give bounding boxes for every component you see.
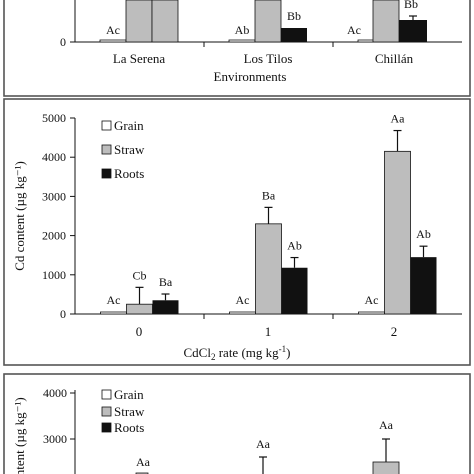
middle-bar-roots-1 (281, 267, 308, 314)
bottom-letter-1: Aa (256, 437, 271, 451)
middle-y-tick-label-4000: 4000 (42, 150, 66, 164)
middle-y-tick-label-0: 0 (60, 307, 66, 321)
middle-letter-straw-0: Cb (132, 268, 146, 282)
legend-label-grain: Grain (114, 118, 144, 133)
legend-label-roots: Roots (114, 166, 144, 181)
top-bar-straw-la-serena (125, 0, 153, 43)
bottom-y-tick-label-4000: 4000 (43, 386, 67, 400)
bottom-bar-straw-2 (372, 461, 400, 474)
middle-bars: Ac Cb Ba Ac Ba Ab Ac Aa Ab (100, 112, 437, 315)
bottom-legend-swatch-grain (101, 389, 112, 400)
middle-x-tick-label-0: 0 (136, 324, 143, 339)
legend-swatch-grain (101, 120, 112, 131)
top-letter-los-tilos-grain: Ab (235, 23, 250, 37)
legend-swatch-straw (101, 144, 112, 155)
top-x-axis-title: Environments (214, 69, 287, 84)
bottom-legend-label-grain: Grain (114, 387, 144, 402)
top-bar-roots-la-serena (151, 0, 179, 43)
top-bar-grain-la-serena (99, 39, 127, 43)
middle-y-tick-label-3000: 3000 (42, 189, 66, 203)
middle-panel-frame (3, 98, 471, 366)
top-letter-chillan-grain: Ac (347, 23, 361, 37)
bottom-y-tick-label-3000: 3000 (43, 432, 67, 446)
legend-swatch-roots (101, 168, 112, 179)
bottom-y-axis-title: ontent (µg kg⁻¹) (12, 397, 27, 474)
top-bar-roots-los-tilos (281, 28, 307, 42)
middle-y-axis-title: Cd content (µg kg⁻¹) (12, 161, 27, 271)
top-letter-los-tilos-roots: Bb (287, 9, 301, 23)
top-panel-frame (3, 0, 471, 97)
top-bar-roots-chillan (399, 20, 427, 42)
middle-y-tick-label-1000: 1000 (42, 268, 66, 282)
middle-y-tick-label-2000: 2000 (42, 229, 66, 243)
middle-letter-roots-1: Ab (287, 239, 302, 253)
bottom-letter-2: Aa (379, 418, 394, 432)
middle-x-tick-label-1: 1 (265, 324, 272, 339)
middle-bar-straw-2 (384, 150, 411, 315)
middle-x-axis-title: CdCl2 rate (mg kg-1) (184, 344, 291, 362)
bottom-legend-label-roots: Roots (114, 420, 144, 435)
top-x-tick-label-chillan: Chillán (375, 51, 414, 66)
middle-bar-grain-2 (358, 311, 385, 315)
bottom-legend: Grain Straw Roots (101, 387, 145, 435)
middle-bar-grain-1 (229, 311, 256, 315)
bottom-panel: 4000 3000 ontent (µg kg⁻¹) Grain Straw R… (3, 373, 471, 474)
top-letter-chillan-roots: Bb (404, 0, 418, 11)
middle-letter-grain-2: Ac (365, 293, 379, 307)
bottom-legend-swatch-straw (101, 406, 112, 417)
middle-y-ticks: 0 1000 2000 3000 4000 5000 (42, 111, 334, 321)
top-bar-grain-los-tilos (228, 39, 256, 43)
top-bar-straw-los-tilos (254, 0, 282, 43)
top-y-tick-label-0: 0 (60, 35, 66, 49)
legend-label-straw: Straw (114, 142, 145, 157)
bottom-letter-0: Aa (136, 455, 151, 469)
middle-panel: 0 1000 2000 3000 4000 5000 Ac Cb Ba Ac Ba Ab Ac Aa Ab… (3, 98, 471, 366)
middle-y-tick-label-5000: 5000 (42, 111, 66, 125)
middle-bar-roots-2 (410, 257, 437, 314)
middle-x-tick-label-2: 2 (391, 324, 398, 339)
middle-letter-grain-0: Ac (107, 293, 121, 307)
middle-bar-grain-0 (100, 311, 127, 315)
top-panel: 0 Ac Ab Bb Ac Bb La Serena Los Tilos Chi… (3, 0, 471, 97)
middle-bar-straw-0 (126, 303, 153, 315)
middle-bar-straw-1 (255, 223, 282, 315)
bottom-panel-frame (3, 373, 471, 474)
top-letter-la-serena-grain: Ac (106, 23, 120, 37)
middle-letter-straw-1: Ba (262, 188, 276, 202)
middle-legend: Grain Straw Roots (101, 118, 145, 181)
middle-letter-roots-0: Ba (159, 275, 173, 289)
middle-bar-roots-0 (152, 300, 179, 314)
top-bar-straw-chillan (372, 0, 400, 43)
middle-letter-straw-2: Aa (391, 112, 406, 126)
bottom-legend-label-straw: Straw (114, 404, 145, 419)
top-x-tick-label-los-tilos: Los Tilos (244, 51, 293, 66)
middle-letter-grain-1: Ac (236, 293, 250, 307)
middle-letter-roots-2: Ab (416, 227, 431, 241)
top-x-tick-label-la-serena: La Serena (113, 51, 166, 66)
bottom-legend-swatch-roots (101, 422, 112, 433)
